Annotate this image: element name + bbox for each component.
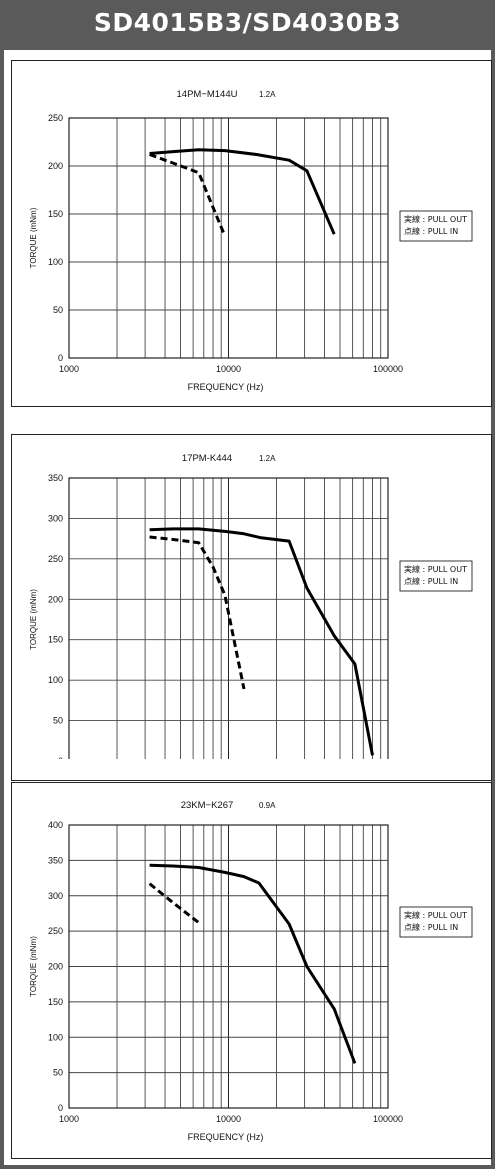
x-tick-label: 100000 <box>373 364 403 374</box>
pull-out-curve <box>149 863 357 1064</box>
chart-title: 23KM−K267 <box>181 800 234 811</box>
legend-pull-out: 実線 : PULL OUT <box>404 564 467 574</box>
pull-in-curve <box>149 535 246 690</box>
y-tick-label: 350 <box>48 473 63 483</box>
y-tick-label: 200 <box>48 962 63 972</box>
torque-chart-1: 0 50 100 150 200 250 1000 10000 100000 FREQUENCY … <box>29 89 473 392</box>
pull-out-curve <box>149 527 374 756</box>
chart-current: 1.2A <box>259 90 276 99</box>
page-header: SD4015B3/SD4030B3 <box>0 0 495 50</box>
y-tick-label: 0 <box>58 353 63 363</box>
chart-sheet: 0 50 100 150 200 250 1000 10000 100000 FREQUENCY … <box>4 50 492 1165</box>
legend-pull-out: 実線 : PULL OUT <box>404 214 467 224</box>
x-tick-label: 100000 <box>373 1114 403 1124</box>
pull-in-curve <box>148 882 200 924</box>
x-tick-label: 10000 <box>216 364 241 374</box>
pull-out-curve <box>149 148 336 235</box>
plot-frame <box>68 117 389 359</box>
chart-current: 1.2A <box>259 454 276 463</box>
legend-pull-in: 点線 : PULL IN <box>404 922 458 932</box>
legend-box <box>399 210 473 242</box>
legend-box <box>399 560 473 592</box>
y-tick-label: 250 <box>48 926 63 936</box>
chart-panel-1: 0 50 100 150 200 250 1000 10000 100000 FREQUENCY … <box>11 60 492 407</box>
legend-pull-in: 点線 : PULL IN <box>404 576 458 586</box>
chart-title: 14PM−M144U <box>177 89 238 100</box>
y-axis-label: TORQUE (mNm) <box>29 207 38 268</box>
torque-chart-3: 0 50 100 150 200 250 300 350 400 1000 10000 100000 F… <box>29 800 473 1142</box>
legend-pull-out: 実線 : PULL OUT <box>404 910 467 920</box>
x-tick-label: 1000 <box>59 1114 79 1124</box>
legend-pull-in: 点線 : PULL IN <box>404 226 458 236</box>
y-tick-label: 100 <box>48 1032 63 1042</box>
chart-panel-2: 050100150200250300350100010000100000FREQ… <box>11 434 492 781</box>
legend-box <box>399 906 473 938</box>
plot-frame <box>68 824 389 1109</box>
y-tick-label: 250 <box>48 113 63 123</box>
y-tick-label: 0 <box>58 756 63 759</box>
y-tick-label: 400 <box>48 820 63 830</box>
y-tick-label: 300 <box>48 513 63 523</box>
y-tick-label: 200 <box>48 161 63 171</box>
y-tick-label: 50 <box>53 305 63 315</box>
x-axis-label: FREQUENCY (Hz) <box>188 1132 264 1142</box>
x-tick-label: 1000 <box>59 364 79 374</box>
plot-frame <box>68 477 389 759</box>
chart-title: 17PM-K444 <box>182 453 232 464</box>
x-axis-label: FREQUENCY (Hz) <box>188 382 264 392</box>
y-tick-label: 50 <box>53 1068 63 1078</box>
page-title: SD4015B3/SD4030B3 <box>93 8 402 37</box>
torque-chart-2: 050100150200250300350100010000100000FREQ… <box>29 453 473 759</box>
y-tick-label: 250 <box>48 554 63 564</box>
y-tick-label: 50 <box>53 716 63 726</box>
chart-panel-3: 0 50 100 150 200 250 300 350 400 1000 10000 100000 F… <box>11 782 492 1159</box>
chart-current: 0.9A <box>259 801 276 810</box>
y-tick-label: 150 <box>48 635 63 645</box>
y-tick-label: 350 <box>48 855 63 865</box>
y-tick-label: 150 <box>48 209 63 219</box>
y-tick-label: 300 <box>48 891 63 901</box>
x-tick-label: 10000 <box>216 1114 241 1124</box>
y-axis-label: TORQUE (mNm) <box>29 589 38 650</box>
y-tick-label: 100 <box>48 257 63 267</box>
y-tick-label: 150 <box>48 997 63 1007</box>
y-axis-label: TORQUE (mNm) <box>29 936 38 997</box>
pull-in-curve <box>149 153 227 237</box>
y-tick-label: 200 <box>48 594 63 604</box>
y-tick-label: 0 <box>58 1103 63 1113</box>
y-tick-label: 100 <box>48 675 63 685</box>
